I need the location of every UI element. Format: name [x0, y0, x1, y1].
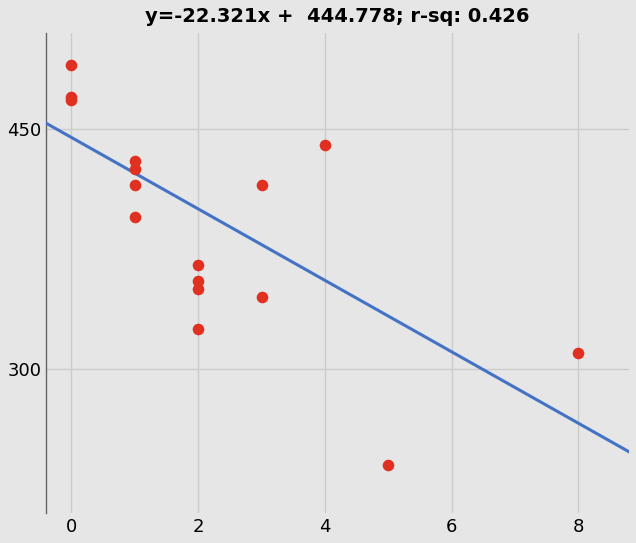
Point — [66, 61, 76, 70]
Point — [193, 325, 204, 333]
Point — [66, 93, 76, 102]
Point — [193, 277, 204, 286]
Point — [573, 349, 583, 357]
Point — [383, 461, 393, 470]
Point — [130, 165, 140, 173]
Point — [193, 261, 204, 269]
Point — [320, 141, 330, 149]
Point — [66, 96, 76, 105]
Point — [130, 157, 140, 166]
Point — [130, 213, 140, 222]
Point — [193, 285, 204, 293]
Point — [256, 293, 266, 301]
Title: y=-22.321x +  444.778; r-sq: 0.426: y=-22.321x + 444.778; r-sq: 0.426 — [145, 7, 530, 26]
Point — [130, 181, 140, 190]
Point — [256, 181, 266, 190]
